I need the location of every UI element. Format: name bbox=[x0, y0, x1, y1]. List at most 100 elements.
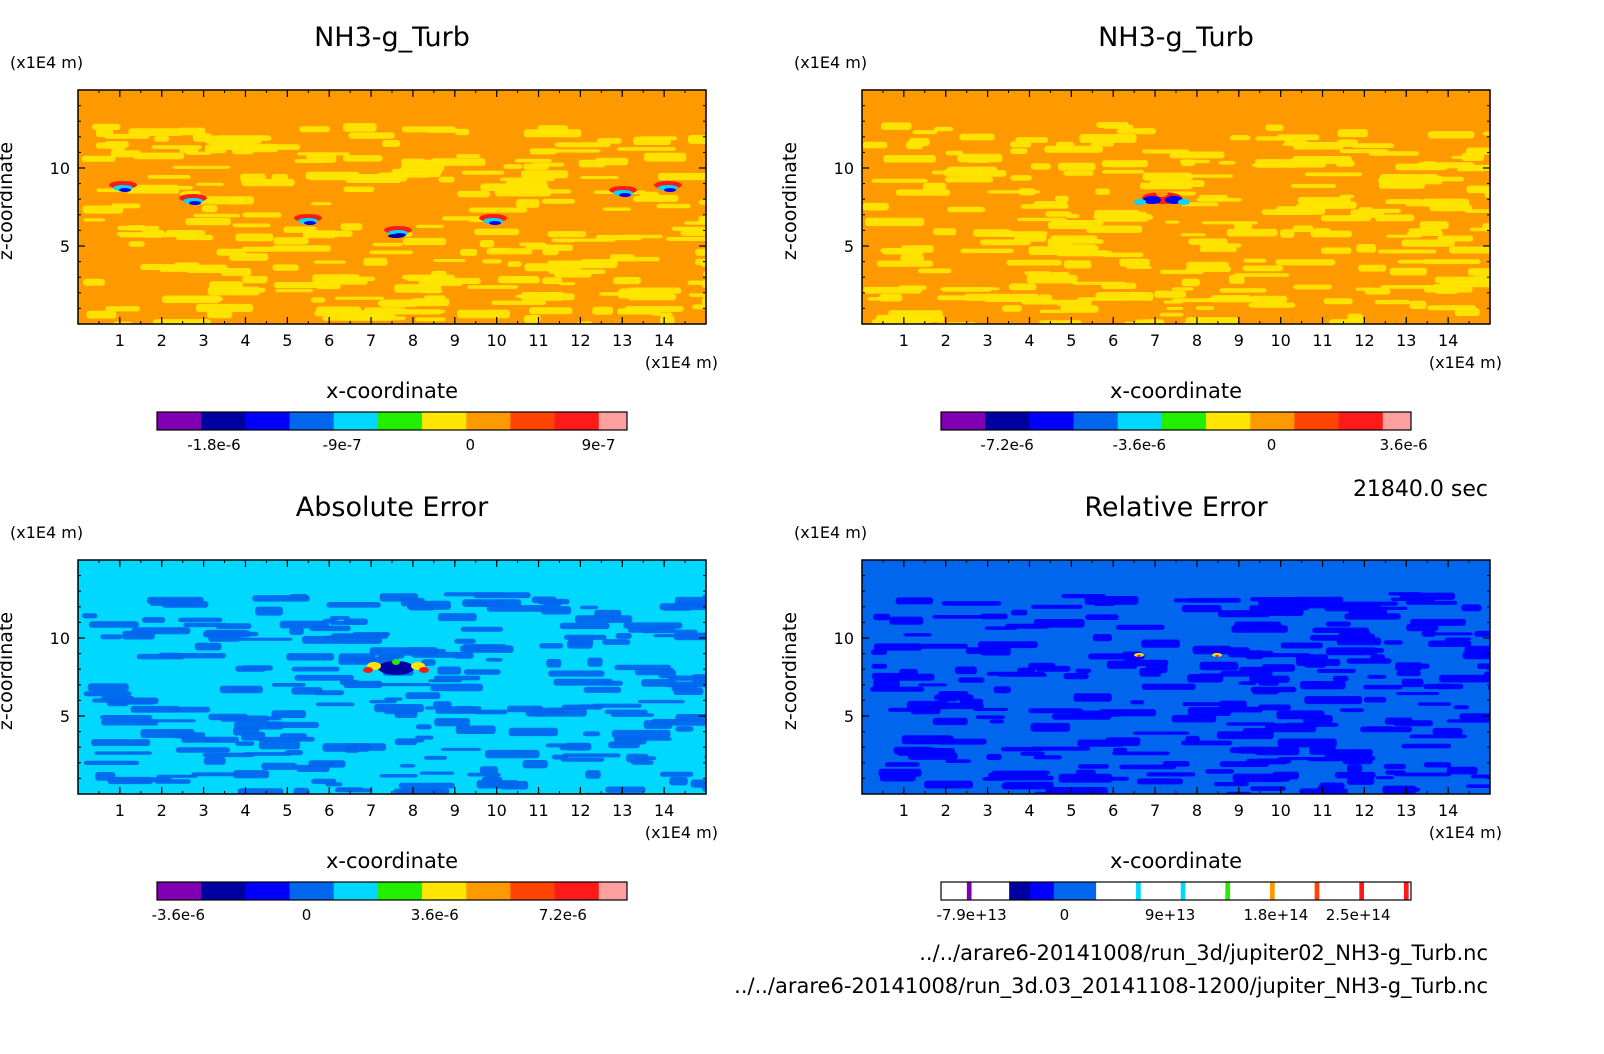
colorbar-segment bbox=[1359, 882, 1365, 900]
colorbar-segment bbox=[1319, 882, 1360, 900]
colorbar-tick-label: 9e-7 bbox=[582, 436, 616, 454]
x-tick-label: 9 bbox=[450, 801, 460, 820]
file-path-2: ../../arare6-20141008/run_3d.03_20141108… bbox=[734, 974, 1488, 999]
x-tick-label: 11 bbox=[528, 331, 548, 350]
colorbar-tick-label: -3.6e-6 bbox=[152, 906, 205, 924]
colorbar-segment bbox=[289, 882, 335, 900]
x-axis-label: x-coordinate bbox=[1110, 379, 1242, 403]
x-tick-label: 13 bbox=[612, 801, 632, 820]
x-tick-label: 12 bbox=[1354, 331, 1374, 350]
x-tick-label: 6 bbox=[1108, 331, 1118, 350]
colorbar-tick-label: 0 bbox=[1060, 906, 1070, 924]
contour-field bbox=[78, 90, 706, 324]
x-unit-label: (x1E4 m) bbox=[1429, 823, 1502, 842]
x-tick-label: 3 bbox=[983, 331, 993, 350]
colorbar-segment bbox=[1140, 882, 1182, 900]
colorbar: -7.2e-6 -3.6e-6 0 3.6e-6 bbox=[940, 411, 1428, 454]
x-tick-label: 13 bbox=[1396, 801, 1416, 820]
x-tick-label: 6 bbox=[324, 331, 334, 350]
colorbar-segment bbox=[201, 882, 246, 900]
x-axis-label: x-coordinate bbox=[326, 849, 458, 873]
x-tick-label: 6 bbox=[324, 801, 334, 820]
x-tick-label: 1 bbox=[899, 801, 909, 820]
z-unit-label: (x1E4 m) bbox=[10, 523, 83, 542]
colorbar-tick-label: 0 bbox=[302, 906, 312, 924]
z-tick-label: 5 bbox=[60, 707, 70, 726]
colorbar-segment bbox=[1030, 882, 1055, 900]
colorbar-segment bbox=[598, 412, 628, 430]
colorbar-segment bbox=[157, 412, 202, 430]
x-tick-label: 12 bbox=[1354, 801, 1374, 820]
colorbar-segment bbox=[554, 412, 600, 430]
x-tick-label: 13 bbox=[612, 331, 632, 350]
z-unit-label: (x1E4 m) bbox=[10, 53, 83, 72]
x-tick-label: 11 bbox=[1312, 801, 1332, 820]
colorbar-segment bbox=[422, 412, 467, 430]
z-unit-label: (x1E4 m) bbox=[794, 523, 867, 542]
x-tick-label: 3 bbox=[983, 801, 993, 820]
colorbar-segment bbox=[1274, 882, 1316, 900]
x-tick-label: 1 bbox=[899, 331, 909, 350]
x-tick-label: 1 bbox=[115, 801, 125, 820]
x-axis-label: x-coordinate bbox=[326, 379, 458, 403]
x-tick-label: 4 bbox=[1024, 331, 1034, 350]
panel-title: Absolute Error bbox=[296, 492, 489, 523]
colorbar-tick-label: 3.6e-6 bbox=[1380, 436, 1428, 454]
x-tick-label: 9 bbox=[1234, 331, 1244, 350]
x-tick-label: 3 bbox=[199, 801, 209, 820]
file-path-1: ../../arare6-20141008/run_3d/jupiter02_N… bbox=[919, 941, 1488, 966]
colorbar-segment bbox=[1009, 882, 1031, 900]
panel-title: Relative Error bbox=[1084, 492, 1268, 523]
panel-title: NH3-g_Turb bbox=[314, 22, 470, 53]
time-label: 21840.0 sec bbox=[1353, 477, 1488, 502]
x-tick-label: 5 bbox=[282, 801, 292, 820]
colorbar-segment bbox=[1225, 882, 1231, 900]
z-tick-label: 5 bbox=[844, 707, 854, 726]
z-axis-label: z-coordinate bbox=[779, 142, 801, 260]
colorbar-tick-label: -3.6e-6 bbox=[1113, 436, 1166, 454]
z-tick-label: 5 bbox=[60, 237, 70, 256]
x-tick-label: 8 bbox=[1192, 801, 1202, 820]
colorbar-tick-label: -7.2e-6 bbox=[980, 436, 1033, 454]
x-tick-label: 10 bbox=[1270, 331, 1290, 350]
x-unit-label: (x1E4 m) bbox=[645, 823, 718, 842]
colorbar-tick-label: 1.8e+14 bbox=[1244, 906, 1309, 924]
x-tick-label: 5 bbox=[282, 331, 292, 350]
colorbar: -3.6e-6 0 3.6e-6 7.2e-6 bbox=[152, 881, 628, 924]
x-tick-label: 9 bbox=[450, 331, 460, 350]
x-tick-label: 8 bbox=[408, 331, 418, 350]
colorbar-segment bbox=[1230, 882, 1271, 900]
colorbar-segment bbox=[289, 412, 335, 430]
x-tick-label: 4 bbox=[1024, 801, 1034, 820]
x-tick-label: 12 bbox=[570, 331, 590, 350]
colorbar-segment bbox=[1408, 882, 1426, 900]
x-tick-label: 4 bbox=[240, 331, 250, 350]
colorbar-tick-label: -7.9e+13 bbox=[936, 906, 1006, 924]
colorbar-segment bbox=[1161, 412, 1207, 430]
x-tick-label: 4 bbox=[240, 801, 250, 820]
colorbar-tick-label: -1.8e-6 bbox=[187, 436, 240, 454]
colorbar-segment bbox=[1314, 882, 1320, 900]
x-tick-label: 10 bbox=[1270, 801, 1290, 820]
x-tick-label: 1 bbox=[115, 331, 125, 350]
x-tick-label: 10 bbox=[486, 801, 506, 820]
x-unit-label: (x1E4 m) bbox=[645, 353, 718, 372]
colorbar-segment bbox=[1294, 412, 1340, 430]
contour-field bbox=[862, 560, 1490, 794]
x-tick-label: 6 bbox=[1108, 801, 1118, 820]
colorbar-segment bbox=[941, 882, 968, 900]
colorbar-segment bbox=[1206, 412, 1251, 430]
colorbar-segment bbox=[333, 882, 379, 900]
colorbar-segment bbox=[1117, 412, 1163, 430]
x-tick-label: 7 bbox=[366, 331, 376, 350]
colorbar-tick-label: -9e-7 bbox=[323, 436, 362, 454]
x-tick-label: 11 bbox=[1312, 331, 1332, 350]
colorbar-tick-label: 0 bbox=[466, 436, 476, 454]
colorbar-segment bbox=[1029, 412, 1075, 430]
panel-4: Relative Error(x1E4 m)1 2 3 4 5 6 7 8 9 10 11 12 13 1… bbox=[779, 492, 1502, 924]
colorbar-tick-label: 2.5e+14 bbox=[1326, 906, 1391, 924]
x-tick-label: 3 bbox=[199, 331, 209, 350]
colorbar-segment bbox=[157, 882, 202, 900]
colorbar-segment bbox=[1270, 882, 1276, 900]
panel-title: NH3-g_Turb bbox=[1098, 22, 1254, 53]
